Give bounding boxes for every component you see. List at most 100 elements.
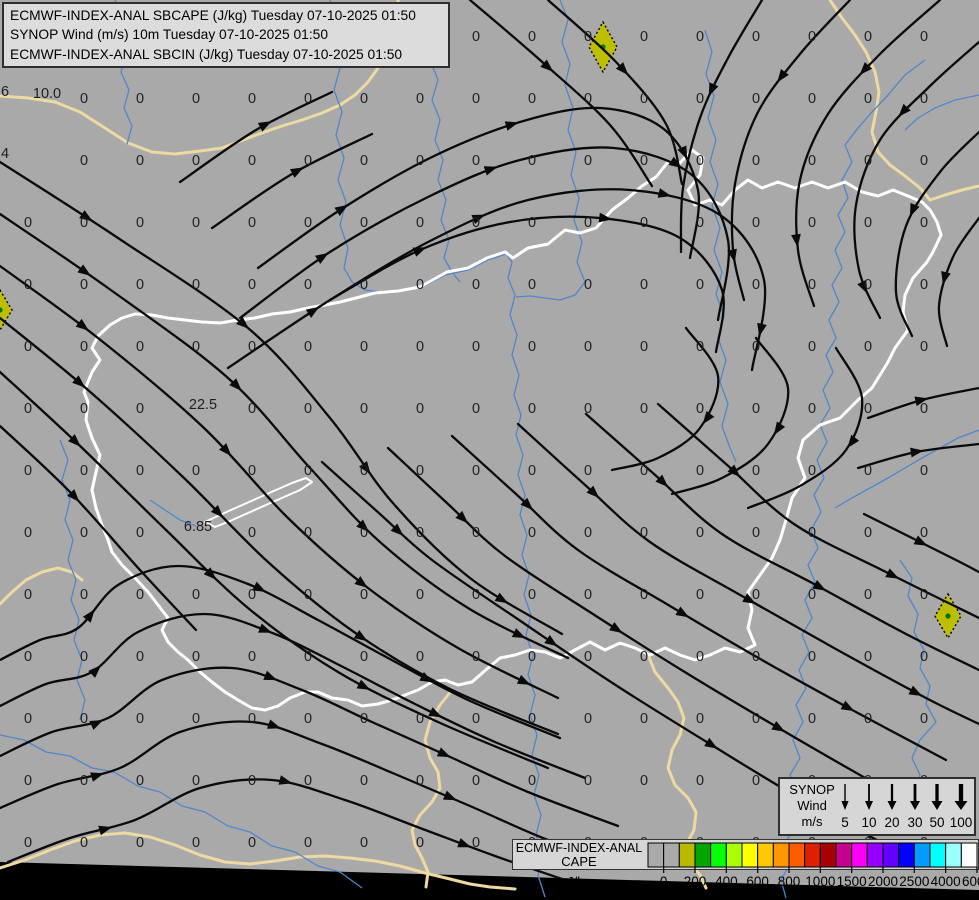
cape-color-cell (741, 842, 759, 868)
streamline (238, 146, 730, 322)
grid-value: 0 (808, 277, 816, 293)
grid-value: 0 (192, 835, 200, 851)
wind-speed-value: 20 (884, 815, 899, 830)
grid-value: 0 (304, 649, 312, 665)
streamline (450, 434, 948, 762)
grid-value: 0 (640, 463, 648, 479)
grid-value: 0 (920, 215, 928, 231)
streamline-arrowhead (655, 474, 669, 488)
grid-value: 0 (416, 91, 424, 107)
cape-color-legend: ECMWF-INDEX-ANAL CAPE J/kg 0 200 400 600 800… (512, 839, 979, 889)
streamline (656, 402, 979, 620)
grid-value: 0 (920, 587, 928, 603)
cape-color-cell (945, 842, 962, 868)
grid-value: 0 (920, 153, 928, 169)
grid-value: 0 (864, 215, 872, 231)
river (904, 94, 979, 131)
grid-value: 0 (528, 339, 536, 355)
streamline-arrowhead (859, 62, 873, 75)
grid-value: 0 (696, 277, 704, 293)
grid-value: 0 (472, 277, 480, 293)
streamline-arrowhead (68, 434, 81, 447)
streamline (0, 316, 560, 736)
grid-value: 0 (696, 587, 704, 603)
grid-value: 0 (416, 401, 424, 417)
grid-value: 0 (80, 463, 88, 479)
grid-value: 0 (304, 525, 312, 541)
grid-value: 0 (528, 401, 536, 417)
streamline-arrowhead (77, 264, 91, 276)
streamline-arrowhead (79, 210, 93, 222)
grid-value: 0 (920, 525, 928, 541)
grid-value: 0 (584, 153, 592, 169)
streamline-arrowhead (520, 497, 534, 511)
grid-value: 0 (360, 339, 368, 355)
wind-arrow-head (954, 801, 968, 810)
streamline-arrowhead (354, 576, 368, 588)
grid-value: 0 (472, 587, 480, 603)
grid-value: 0 (696, 649, 704, 665)
grid-value: 0 (416, 339, 424, 355)
grid-value: 0 (808, 401, 816, 417)
grid-value: 0 (528, 215, 536, 231)
grid-value: 0 (304, 587, 312, 603)
streamline-arrowhead (210, 505, 224, 518)
streamline (178, 90, 334, 184)
streamline-arrowhead (258, 623, 272, 633)
grid-value: 0 (192, 773, 200, 789)
grid-value: 0 (808, 711, 816, 727)
grid-value: 0 (808, 463, 816, 479)
grid-value: 0 (528, 153, 536, 169)
grid-value: 0 (472, 339, 480, 355)
grid-value: 0 (136, 215, 144, 231)
grid-value: 0 (808, 339, 816, 355)
grid-value: 0 (864, 649, 872, 665)
grid-value: 0 (24, 215, 32, 231)
streamline-arrowhead (289, 167, 304, 178)
grid-value: 0 (192, 91, 200, 107)
streamline (0, 160, 564, 636)
wind-speed-value: 5 (841, 815, 849, 830)
cape-color-cell (757, 842, 774, 868)
streamline (0, 564, 562, 740)
grid-value: 0 (360, 835, 368, 851)
streamline-arrowhead (359, 460, 371, 475)
grid-value: 0 (360, 773, 368, 789)
streamline-arrowhead (457, 838, 472, 848)
grid-value: 0 (416, 649, 424, 665)
grid-value: 0 (864, 525, 872, 541)
grid-value: 0 (136, 711, 144, 727)
streamline-arrowhead (898, 103, 911, 117)
grid-value: 0 (360, 525, 368, 541)
grid-value: 0 (192, 711, 200, 727)
wind-label: Wind (797, 798, 827, 813)
grid-value: 0 (528, 587, 536, 603)
grid-value: 0 (248, 525, 256, 541)
grid-value: 0 (24, 587, 32, 603)
country-border-tan (928, 184, 979, 202)
grid-value: 0 (304, 463, 312, 479)
grid-value: 0 (416, 835, 424, 851)
grid-value: 0 (136, 277, 144, 293)
cape-tick-value: 400 (715, 874, 738, 889)
cape-color-cell (772, 842, 790, 868)
grid-value: 0 (752, 401, 760, 417)
grid-value: 0 (528, 91, 536, 107)
grid-value: 0 (80, 649, 88, 665)
streamline-arrowhead (598, 212, 613, 223)
grid-value: 0 (472, 463, 480, 479)
streamline-arrowhead (442, 790, 457, 801)
streamline-arrowhead (791, 233, 801, 248)
grid-value: 0 (24, 835, 32, 851)
grid-value: 0 (920, 29, 928, 45)
grid-value: 0 (24, 711, 32, 727)
grid-value: 0 (360, 587, 368, 603)
country-border-tan (0, 831, 517, 891)
grid-value: 0 (584, 339, 592, 355)
grid-value: 0 (752, 587, 760, 603)
grid-value: 0 (752, 277, 760, 293)
grid-value: 0 (416, 463, 424, 479)
grid-value: 0 (248, 91, 256, 107)
streamline-arrowhead (540, 59, 554, 72)
streamline-arrowhead (72, 375, 86, 388)
